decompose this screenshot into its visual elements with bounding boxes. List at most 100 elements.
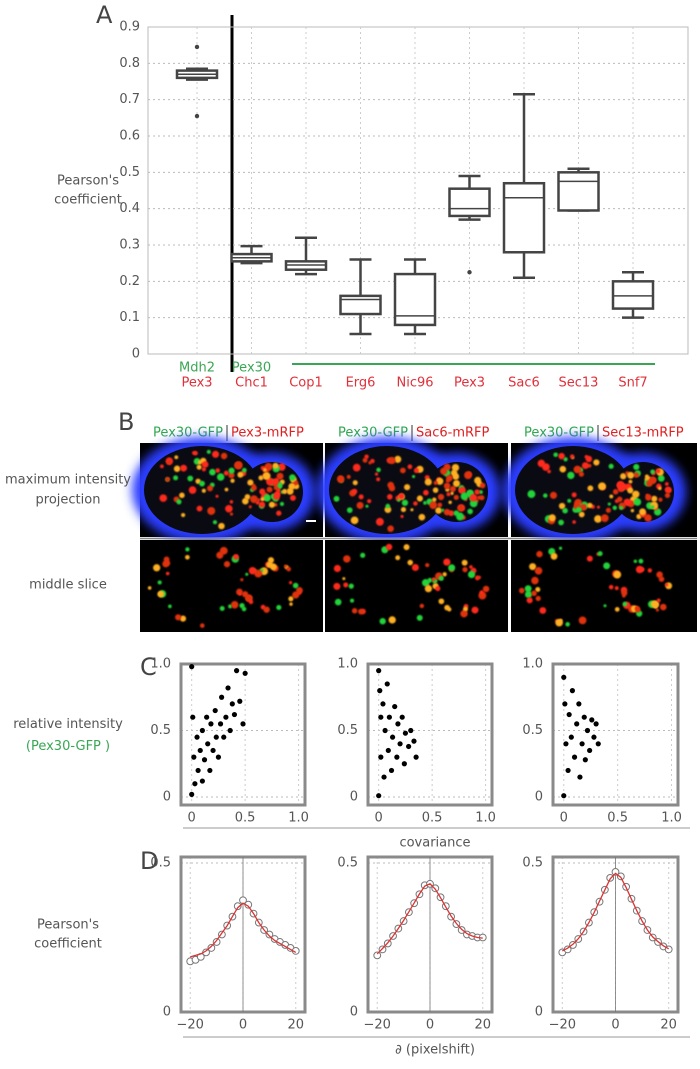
spot (547, 469, 551, 474)
point (376, 793, 382, 799)
spot (270, 563, 277, 571)
fit-line (190, 902, 297, 958)
spot (289, 474, 296, 481)
spot (387, 525, 394, 533)
spot (165, 476, 170, 482)
spot (446, 492, 451, 497)
point (394, 754, 400, 760)
spot (342, 577, 346, 581)
point (195, 767, 201, 774)
spot (418, 513, 426, 521)
panel-letter: B (118, 408, 134, 436)
spot (292, 582, 299, 589)
spot (245, 572, 249, 576)
y-tick-label: 0.8 (119, 56, 140, 71)
y-tick-label: 0.4 (119, 201, 140, 216)
spot (346, 474, 351, 479)
spot (395, 555, 401, 561)
spot (622, 601, 628, 607)
spot (435, 585, 441, 592)
spot (644, 514, 652, 522)
spot (351, 608, 358, 614)
point (561, 793, 567, 799)
spot (196, 464, 202, 470)
y-tick-label: 0.2 (119, 274, 140, 289)
spot (633, 472, 640, 478)
spot (464, 471, 472, 480)
spot (268, 501, 275, 508)
spot (529, 563, 537, 571)
spot (437, 502, 443, 508)
spot (450, 469, 458, 477)
spot (562, 507, 568, 514)
spot (656, 598, 661, 603)
point (382, 727, 388, 734)
spot (375, 517, 384, 526)
spot (441, 508, 445, 512)
spot (180, 464, 188, 472)
spot (334, 598, 342, 606)
spot (233, 553, 239, 560)
plot-frame (147, 26, 689, 355)
point (593, 721, 599, 727)
spot (272, 492, 281, 500)
spot (612, 489, 619, 495)
spot (185, 554, 190, 560)
spot (608, 463, 614, 469)
spot (607, 502, 611, 506)
point (576, 701, 582, 707)
y-tick-label: 0 (163, 790, 171, 805)
spot (283, 564, 287, 568)
spot (526, 597, 533, 604)
data-point (265, 930, 274, 939)
data-point (212, 938, 221, 946)
category-label: Nic96 (396, 376, 433, 391)
y-tick-label: 0.6 (119, 129, 140, 144)
point (591, 734, 597, 740)
spot (567, 498, 572, 503)
spot (558, 502, 566, 510)
point (227, 727, 233, 734)
spot (241, 467, 247, 473)
spot (173, 465, 181, 472)
point (584, 727, 591, 734)
point (568, 734, 574, 740)
spot (431, 577, 436, 582)
data-point (233, 902, 242, 911)
point (380, 701, 386, 707)
spot (388, 484, 396, 492)
point (582, 757, 588, 763)
spot (220, 452, 228, 460)
spot (639, 508, 646, 516)
spot (397, 498, 401, 502)
x-tick-label: 0 (239, 1018, 247, 1033)
channel-label: Pex30-GFP (524, 426, 594, 441)
spot (448, 500, 452, 505)
spot (241, 606, 247, 612)
channel-label: Pex30-GFP (338, 426, 408, 441)
spot (403, 544, 410, 551)
spot (215, 468, 220, 473)
box (557, 171, 600, 212)
spot (594, 515, 602, 523)
spot (263, 606, 270, 613)
point (205, 741, 211, 747)
category-label: Snf7 (618, 376, 647, 391)
point (223, 714, 229, 720)
spot (479, 482, 486, 489)
y-tick-label: 1.0 (337, 657, 358, 672)
spot (565, 622, 570, 627)
spot (407, 559, 414, 566)
x-tick-label: 0.5 (607, 811, 628, 826)
spot (462, 610, 468, 616)
spot (333, 564, 342, 573)
spot (223, 470, 229, 476)
spot (290, 494, 296, 501)
point (595, 741, 601, 747)
spot (558, 519, 564, 526)
x-tick-label: 1.0 (475, 811, 496, 826)
spot (435, 507, 442, 514)
outlier (194, 113, 200, 119)
spot (596, 505, 600, 509)
y-tick-label: 0.5 (119, 165, 140, 180)
